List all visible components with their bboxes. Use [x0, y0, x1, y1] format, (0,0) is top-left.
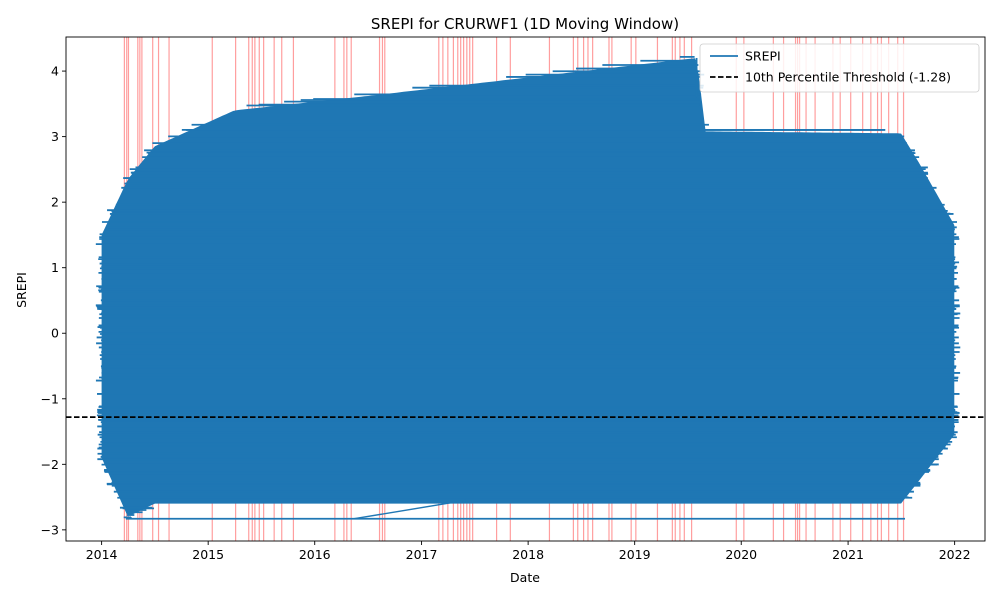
- y-tick-label: −3: [41, 522, 59, 537]
- x-tick-label: 2016: [299, 547, 331, 562]
- y-tick-label: 0: [51, 326, 59, 341]
- legend-box: [699, 43, 980, 93]
- y-tick-label: 4: [51, 64, 59, 79]
- y-axis: −3 −2 −1 0 1 2 3 4: [41, 64, 66, 537]
- y-tick-label: 3: [51, 129, 59, 144]
- x-axis-label: Date: [510, 570, 540, 585]
- x-tick-label: 2019: [619, 547, 651, 562]
- srepi-diagonal: [354, 499, 466, 520]
- x-axis: 2014 2015 2016 2017 2018 2019 2020 2021 2022: [86, 541, 971, 562]
- y-tick-label: 2: [51, 195, 59, 210]
- x-tick-label: 2021: [832, 547, 864, 562]
- y-tick-label: −1: [41, 391, 59, 406]
- y-axis-label: SREPI: [14, 272, 29, 308]
- plot-frame: [65, 36, 986, 542]
- x-tick-label: 2014: [86, 547, 118, 562]
- x-tick-label: 2017: [406, 547, 438, 562]
- x-tick-label: 2018: [512, 547, 544, 562]
- x-tick-label: 2020: [725, 547, 757, 562]
- x-tick-label: 2022: [939, 547, 971, 562]
- legend: SREPI 10th Percentile Threshold (-1.28): [699, 43, 980, 93]
- legend-threshold-label: 10th Percentile Threshold (-1.28): [745, 70, 951, 85]
- legend-srepi-label: SREPI: [745, 49, 781, 64]
- x-tick-label: 2015: [192, 547, 224, 562]
- chart-title: SREPI for CRURWF1 (1D Moving Window): [371, 15, 679, 33]
- y-tick-label: −2: [41, 457, 59, 472]
- y-tick-label: 1: [51, 260, 59, 275]
- srepi-series-layer: [95, 55, 961, 520]
